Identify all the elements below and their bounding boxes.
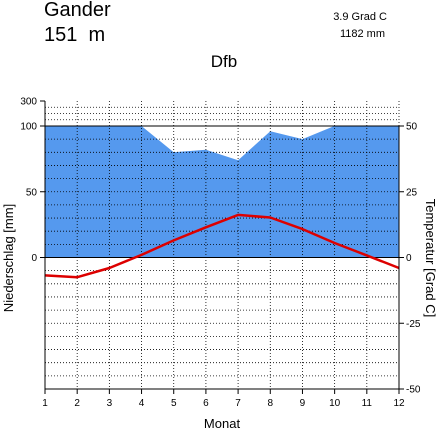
x-tick-label: 10 — [329, 398, 341, 409]
temp-tick-label: -25 — [406, 319, 421, 330]
precip-tick-label: 50 — [26, 187, 38, 198]
x-tick-label: 6 — [203, 398, 209, 409]
climate-class: Dfb — [211, 52, 237, 71]
station-elevation: 151 m — [44, 24, 105, 46]
x-tick-label: 11 — [362, 398, 373, 409]
precip-tick-label: 100 — [20, 122, 37, 133]
x-tick-label: 2 — [74, 398, 80, 409]
x-axis-title: Monat — [204, 416, 241, 430]
precip-tick-label: 0 — [31, 253, 37, 264]
grid-layer — [45, 101, 399, 389]
mean-temperature: 3.9 Grad C — [333, 11, 387, 23]
x-tick-label: 8 — [267, 398, 273, 409]
annual-precipitation: 1182 mm — [340, 28, 385, 40]
temperature-line — [44, 213, 400, 279]
x-tick-label: 1 — [42, 398, 48, 409]
temp-tick-label: 0 — [406, 253, 412, 264]
temperature-line-layer — [44, 213, 400, 279]
x-tick-label: 3 — [107, 398, 113, 409]
precip-tick-label: 300 — [20, 97, 37, 108]
x-tick-label: 12 — [393, 398, 405, 409]
station-name: Gander — [44, 0, 111, 21]
x-tick-label: 9 — [300, 398, 306, 409]
temp-tick-label: 50 — [406, 122, 418, 133]
right-axis-title: Temperatur [Grad C] — [423, 199, 438, 318]
temp-tick-label: 25 — [406, 187, 418, 198]
x-tick-label: 7 — [235, 398, 241, 409]
left-axis-title: Niederschlag [mm] — [1, 204, 16, 312]
x-tick-label: 5 — [171, 398, 177, 409]
tick-layer — [40, 100, 404, 394]
x-tick-label: 4 — [139, 398, 145, 409]
temp-tick-label: -50 — [406, 385, 421, 396]
